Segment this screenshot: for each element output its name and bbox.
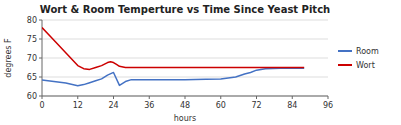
x-tick-label: 36 (144, 101, 154, 110)
x-axis-label: hours (174, 114, 197, 123)
y-axis (42, 20, 43, 96)
y-tick-label: 65 (27, 73, 37, 82)
grid-line (42, 39, 328, 40)
x-tick-label: 60 (216, 101, 226, 110)
x-tick-label: 72 (251, 101, 261, 110)
legend-label: Wort (356, 61, 375, 70)
series-line (42, 28, 304, 70)
chart: 60 65 70 75 80 0 12 24 36 48 60 72 84 96 Wort & Room T… (0, 0, 401, 125)
y-axis-label: degrees F (4, 38, 13, 78)
series-line (42, 68, 304, 85)
x-tick-label: 48 (180, 101, 190, 110)
x-tick-label: 24 (108, 101, 118, 110)
x-axis (42, 96, 328, 97)
plot-area (42, 28, 304, 86)
y-tick-label: 75 (27, 35, 37, 44)
grid-line (42, 77, 328, 78)
grid-line (42, 58, 328, 59)
legend-label: Room (356, 47, 379, 56)
grid-line (42, 96, 328, 97)
legend-swatch (338, 50, 352, 52)
x-tick-label: 84 (287, 101, 297, 110)
x-tick-label: 0 (39, 101, 44, 110)
title: Wort & Room Temperture vs Time Since Yea… (40, 4, 330, 15)
grid-line (42, 20, 328, 21)
legend: Room Wort (338, 47, 379, 70)
y-tick-label: 60 (27, 92, 37, 101)
y-tick-label: 80 (27, 16, 37, 25)
x-tick-label: 96 (323, 101, 333, 110)
legend-swatch (338, 64, 352, 66)
y-tick-label: 70 (27, 54, 37, 63)
x-tick-label: 12 (73, 101, 83, 110)
